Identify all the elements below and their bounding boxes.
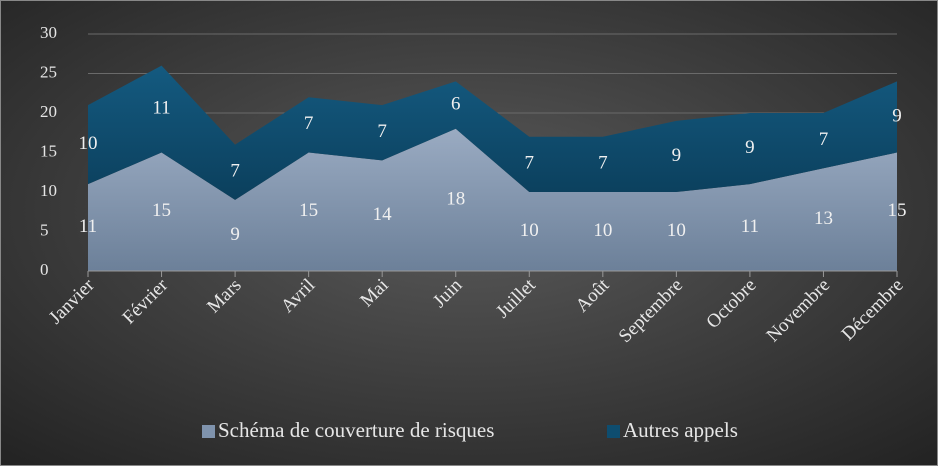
y-tick-label: 25: [40, 62, 57, 81]
data-label: 11: [741, 216, 759, 237]
data-label: 7: [230, 161, 240, 182]
data-label: 9: [745, 137, 755, 158]
y-tick-label: 20: [40, 102, 57, 121]
data-label: 10: [520, 220, 539, 241]
legend-label: Autres appels: [623, 418, 738, 442]
data-label: 9: [672, 145, 682, 166]
y-tick-label: 10: [40, 181, 57, 200]
data-label: 11: [152, 97, 170, 118]
data-label: 10: [667, 220, 686, 241]
y-tick-label: 5: [40, 220, 49, 239]
data-label: 9: [892, 105, 902, 126]
area: [88, 65, 897, 200]
data-label: 11: [79, 216, 97, 237]
data-label: 7: [819, 129, 829, 150]
data-label: 9: [230, 224, 240, 245]
data-label: 10: [593, 220, 612, 241]
data-label: 14: [373, 204, 393, 225]
data-label: 7: [598, 153, 608, 174]
y-tick-label: 30: [40, 23, 57, 42]
legend-swatch: [607, 425, 620, 438]
data-label: 15: [299, 200, 318, 221]
legend-swatch: [202, 425, 215, 438]
data-label: 13: [814, 208, 833, 229]
data-label: 7: [525, 153, 535, 174]
data-label: 7: [377, 121, 387, 142]
data-label: 10: [79, 133, 98, 154]
data-label: 15: [152, 200, 171, 221]
area: [88, 128, 897, 271]
y-tick-label: 0: [40, 260, 49, 279]
data-label: 15: [888, 200, 907, 221]
data-label: 6: [451, 93, 461, 114]
data-label: 7: [304, 113, 314, 134]
y-tick-label: 15: [40, 141, 57, 160]
data-label: 18: [446, 188, 465, 209]
legend-label: Schéma de couverture de risques: [218, 418, 494, 442]
